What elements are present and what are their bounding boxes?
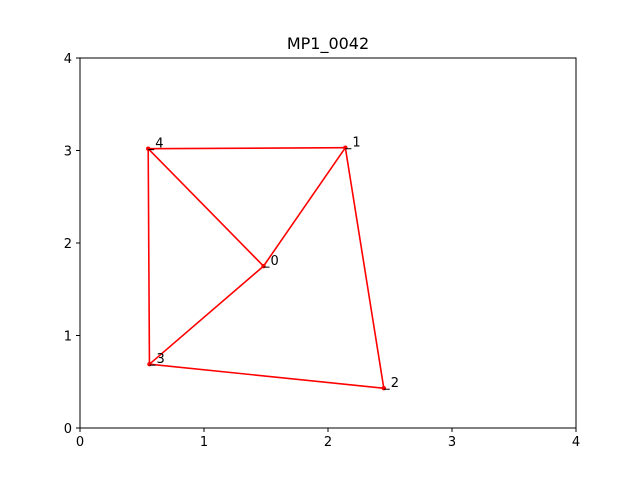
chart-title: MP1_0042 xyxy=(287,34,369,54)
point-2 xyxy=(381,386,386,391)
point-3 xyxy=(147,361,152,367)
edge-1-2 xyxy=(344,147,385,389)
x-tick-label: 4 xyxy=(572,435,580,450)
edge-4-1 xyxy=(148,146,346,150)
x-tick-label: 0 xyxy=(76,435,84,450)
y-tick-label: 3 xyxy=(64,145,72,160)
point-label-0: 0 xyxy=(271,254,279,269)
point-0 xyxy=(261,263,266,269)
x-tick-label: 3 xyxy=(448,435,456,450)
point-label-3: 3 xyxy=(156,352,164,367)
edge-4-0 xyxy=(147,148,265,267)
edge-3-4 xyxy=(147,148,151,365)
point-label-4: 4 xyxy=(155,137,163,152)
points-group: 0 1 2 3 4 xyxy=(146,136,399,391)
point-1 xyxy=(343,145,348,150)
point-4 xyxy=(146,146,151,151)
point-label-2: 2 xyxy=(391,376,399,391)
y-tick-label: 1 xyxy=(64,330,72,345)
x-tick-label: 1 xyxy=(200,435,208,450)
y-tick-label: 0 xyxy=(64,422,72,437)
edge-2-3 xyxy=(149,363,384,390)
point-label-1: 1 xyxy=(352,136,360,151)
edge-0-3 xyxy=(148,265,265,365)
axes-group: 0 1 2 3 4 0 1 2 3 4 xyxy=(64,52,580,450)
y-tick-label: 2 xyxy=(64,237,72,252)
y-tick-label: 4 xyxy=(64,52,72,67)
plot-frame xyxy=(79,57,577,429)
x-tick-label: 2 xyxy=(324,435,332,450)
edge-0-1 xyxy=(262,147,347,267)
edges-group xyxy=(147,146,385,390)
